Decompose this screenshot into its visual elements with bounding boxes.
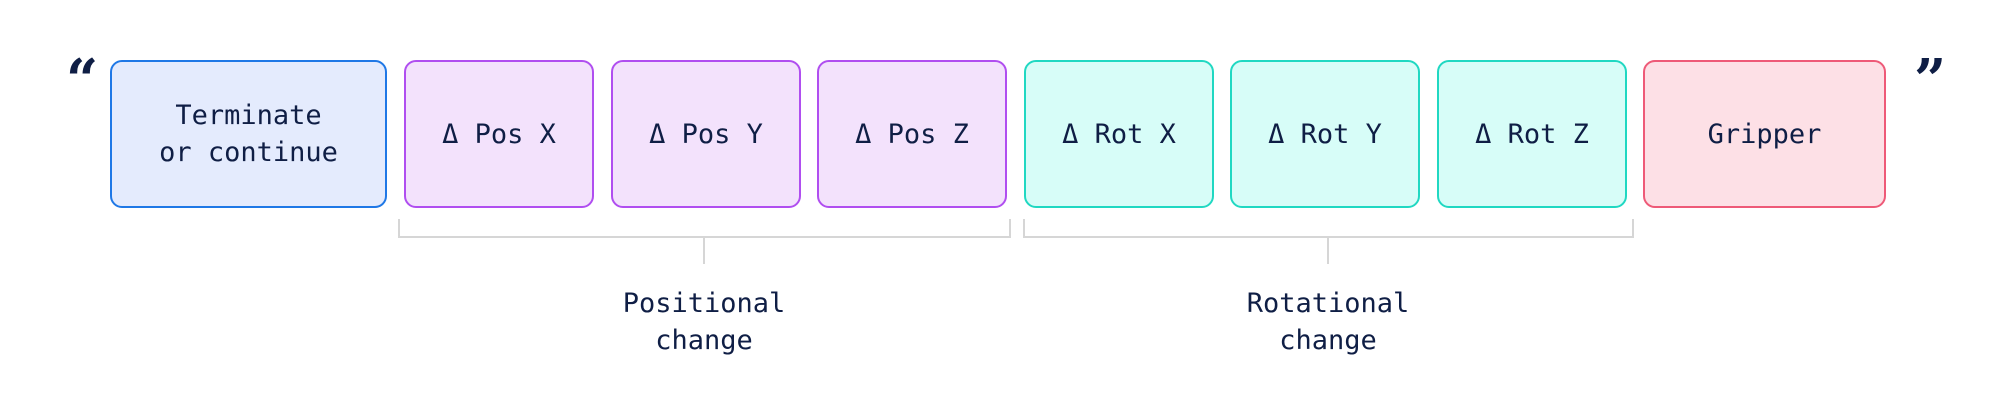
close-quote-icon: ” — [1914, 47, 1947, 113]
token-pos-z: Δ Pos Z — [817, 60, 1007, 208]
rotational-change-label: Rotational change — [1246, 288, 1410, 356]
positional-bracket — [398, 219, 1011, 238]
positional-change-label: Positional change — [622, 288, 786, 356]
token-terminate: Terminate or continue — [110, 60, 387, 208]
token-rot-x: Δ Rot X — [1024, 60, 1214, 208]
rotational-bracket — [1023, 219, 1634, 238]
positional-bracket-stem — [703, 238, 705, 264]
token-rot-z: Δ Rot Z — [1437, 60, 1627, 208]
token-gripper: Gripper — [1643, 60, 1886, 208]
token-pos-x: Δ Pos X — [404, 60, 594, 208]
open-quote-icon: “ — [66, 47, 99, 113]
rotational-bracket-stem — [1327, 238, 1329, 264]
token-pos-y: Δ Pos Y — [611, 60, 801, 208]
token-rot-y: Δ Rot Y — [1230, 60, 1420, 208]
